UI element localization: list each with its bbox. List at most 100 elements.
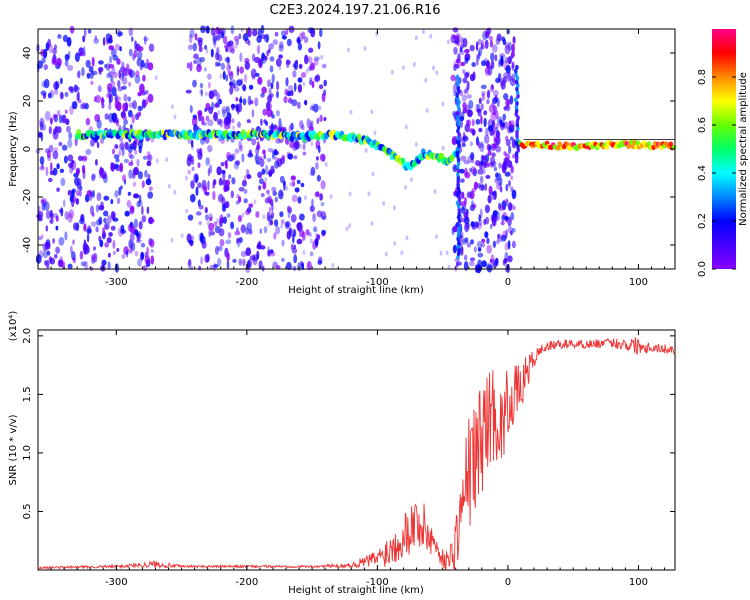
spectrogram-cell [56,187,60,192]
spectrogram-cell [317,260,323,265]
spectrogram-cell [501,214,506,222]
spectrogram-cell [76,222,80,232]
spectrogram-cell [123,93,128,102]
spectrogram-cell [499,186,503,193]
spectrogram-cell [110,198,114,205]
spectrogram-cell [98,216,103,225]
spectrogram-cell [64,211,70,220]
spectrogram-cell [225,184,230,192]
spectrogram-cell [510,212,515,221]
spectrogram-cell [481,155,487,161]
spectrogram-cell [244,61,250,70]
spectrogram-cell [280,219,285,225]
spectrogram-cell [141,180,145,189]
spectrogram-cell [288,97,293,103]
spectrogram-cell [460,201,466,207]
spectrogram-cell [290,175,296,181]
spectrogram-cell [310,141,314,147]
spectrogram-cell [259,228,263,235]
spectrogram-cell [296,36,300,42]
spectrogram-cell [348,223,352,228]
spectrogram-cell [299,213,305,221]
spectrogram-cell [41,57,46,64]
spectrogram-cell [205,214,209,221]
spectrogram-cell [311,103,315,109]
spectrogram-cell [233,35,240,42]
spectrogram-cell [188,33,193,44]
spectrogram-cell [307,56,313,64]
spectrogram-cell [121,76,128,85]
spectrogram-cell [309,122,313,127]
spectrogram-cell [464,254,468,261]
spectrogram-cell [132,168,138,176]
spectrogram-cell [270,249,274,254]
spectrogram-cell [197,110,203,117]
spectrogram-cell [52,212,58,218]
spectrogram-cell [471,62,477,67]
spectrogram-cell [225,164,229,170]
spectrogram-cell [494,178,500,184]
spectrogram-cell [310,166,316,176]
spectrogram-cell [474,159,481,167]
spectrogram-cell [140,251,144,261]
spectrogram-cell [468,99,474,109]
spectrogram-cell [471,119,475,127]
spectrogram-cell [291,180,296,187]
spectrogram-cell [452,35,457,40]
spectrogram-cell [321,232,326,237]
spectrogram-cell [456,160,461,166]
spectrogram-cell [268,206,272,214]
spectrogram-cell [477,168,484,175]
colorbar-ticks: 0.0 0.2 0.4 0.6 0.8 [697,69,736,277]
spectrogram-cell [229,44,235,53]
spectrogram-cell [78,47,84,54]
spectrogram-cell [299,143,302,149]
spectrogram-cell [117,80,121,88]
spectrogram-cell [273,148,278,156]
spectrogram-cell [307,27,314,34]
spectrogram-cell [212,182,216,189]
spectrogram-cell [229,79,233,89]
spectrogram-cell [239,52,243,62]
spectrogram-cell [52,130,59,140]
spectrogram-cell [284,88,289,96]
spectrogram-cell [239,98,243,103]
spectrogram-cell [69,25,75,34]
colorbar-tick-label: 0.4 [697,165,708,181]
spectrogram-cell [504,44,511,55]
spectrogram-cell [481,260,487,268]
spectrogram-cell [149,239,155,248]
spectrogram-cell [450,74,456,82]
spectrogram-cell [148,186,153,192]
spectrogram-cell [231,103,235,111]
spectrogram-cell [121,72,125,79]
spectrogram-cell [483,110,488,116]
spectrogram-cell [439,250,443,256]
spectrogram-cell [489,161,494,168]
spectrogram-cell [271,73,275,84]
spectrogram-cell [69,195,74,203]
spectrogram-cell [98,66,104,73]
spectrogram-cell [225,117,232,125]
spectrogram-cell [247,26,251,36]
spectrogram-cell [477,110,482,117]
spectrogram-cell [255,154,258,165]
spectrogram-cell [208,229,212,238]
spectrogram-cell [204,107,207,113]
spectrogram-cell [238,187,245,192]
spectrogram-cell [280,191,284,197]
spectrogram-cell [206,220,210,226]
spectrogram-cell [496,239,499,245]
spectrogram-cell [126,199,132,208]
spectrogram-cell [116,58,121,65]
spectrogram-cell [504,171,511,177]
spectrogram-cell [146,160,152,167]
spectrogram-cell [275,265,281,270]
spectrogram-cell [49,170,55,176]
spectrogram-cell [511,43,515,54]
spectrogram-cell [84,260,89,271]
spectrogram-cell [405,235,409,241]
spectrogram-cell [198,221,202,226]
spectrogram-cell [311,81,315,89]
